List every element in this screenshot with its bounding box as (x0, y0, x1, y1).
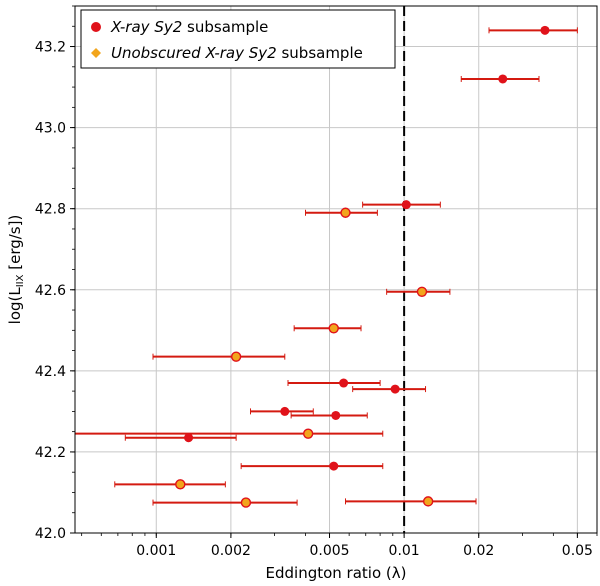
x-tick-label: 0.02 (463, 543, 494, 559)
legend-label-rest: subsample (277, 44, 363, 62)
unobscured-sy2-point (302, 428, 314, 439)
unobscured-sy2-point (416, 286, 428, 297)
y-tick-label: 42.6 (35, 283, 66, 299)
unobscured-sy2-point (328, 323, 339, 334)
tick-layer: 0.001 0.002 0.005 0.01 0.02 0.05 42.0 42.2 42.4 4… (35, 5, 598, 559)
xray-sy2-point (331, 410, 341, 420)
unobscured-sy2-point (175, 479, 186, 490)
plot-frame (74, 5, 598, 534)
error-bar (114, 481, 226, 488)
unobscured-sy2-point (422, 496, 434, 507)
unobscured-sy2-point (340, 207, 351, 218)
y-tick-label: 42.0 (35, 526, 66, 542)
y-tick-label: 43.2 (35, 40, 66, 56)
error-bar (152, 499, 298, 506)
y-tick-label: 42.2 (35, 445, 66, 461)
point-layer (175, 25, 550, 508)
error-bar (124, 434, 237, 441)
x-tick-label: 0.05 (562, 543, 593, 559)
legend-box (80, 9, 396, 69)
error-bar (352, 386, 427, 393)
unobscured-sy2-point (230, 351, 242, 362)
legend-label-rest: subsample (182, 18, 268, 36)
error-bar-layer (74, 27, 578, 506)
grid-layer (75, 6, 597, 534)
legend-entry: Unobscured X-ray Sy2 subsample (91, 44, 363, 62)
y-tick-label: 42.4 (35, 364, 66, 380)
error-bar (362, 201, 441, 208)
legend-marker-unobscured (91, 48, 101, 58)
y-axis-title: log(LIIX [erg/s]) (6, 215, 26, 325)
xray-sy2-point (390, 384, 400, 394)
legend-label: X-ray Sy2 subsample (110, 18, 268, 36)
legend-marker-xray (91, 22, 101, 32)
xray-sy2-point (329, 461, 339, 471)
legend-label-italic: X-ray Sy2 (110, 18, 182, 36)
error-bar (74, 430, 384, 437)
y-tick-label: 43.0 (35, 121, 66, 137)
error-bar (287, 380, 381, 387)
xray-sy2-point (401, 200, 411, 210)
x-tick-label: 0.01 (389, 543, 420, 559)
xray-sy2-point (184, 433, 194, 443)
x-tick-label: 0.001 (136, 543, 176, 559)
error-bar (488, 27, 578, 34)
legend-label: Unobscured X-ray Sy2 subsample (111, 44, 363, 62)
x-axis-title: Eddington ratio (λ) (266, 564, 407, 582)
error-bar (344, 498, 477, 505)
legend-label-italic: Unobscured X-ray Sy2 (111, 44, 277, 62)
xray-sy2-point (498, 74, 508, 84)
unobscured-sy2-point (240, 497, 252, 508)
xray-sy2-point (280, 406, 290, 416)
legend-entry: X-ray Sy2 subsample (91, 18, 268, 36)
error-bar (152, 353, 286, 360)
xray-sy2-point (339, 378, 349, 388)
error-bar (240, 463, 384, 470)
x-tick-label: 0.005 (309, 543, 349, 559)
y-tick-label: 42.8 (35, 202, 66, 218)
xray-sy2-point (540, 25, 550, 35)
x-tick-label: 0.002 (211, 543, 251, 559)
error-bar (293, 325, 362, 332)
error-bar (290, 412, 368, 419)
